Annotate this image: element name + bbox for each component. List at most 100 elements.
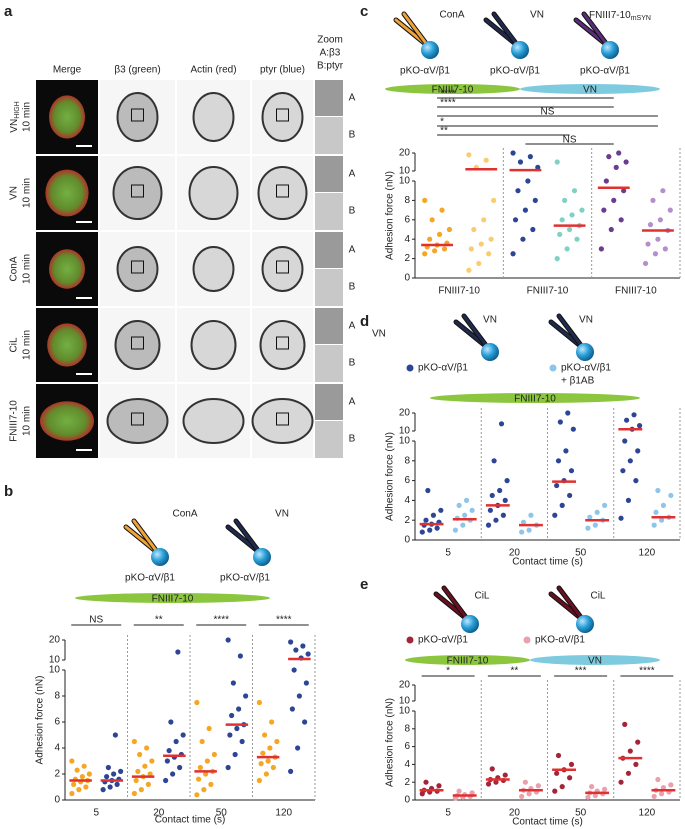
data-point [466,152,472,158]
zoom-b [315,117,343,154]
cell-sphere [576,615,594,633]
cell-label: pKO-αV/β1 [490,66,540,77]
significance-label: NS [541,107,555,118]
cell-sphere [601,41,619,59]
zoom-box [276,108,289,122]
data-point [660,784,667,791]
x-tick-label: FNIII7-10 [615,286,657,297]
data-point [658,791,665,797]
zoom-letter: B [349,130,356,141]
data-point [269,719,275,725]
data-point [305,651,311,657]
icon-label: ConA [172,509,197,520]
x-tick-label: 120 [275,808,292,819]
substrate-label: FNIII7-10 [152,594,194,605]
icon-rod [132,519,160,555]
data-point [469,507,475,513]
zoom-b [315,345,343,382]
row-label: VNHIGH [9,101,22,132]
data-point [570,426,576,432]
data-point [145,781,151,788]
data-point [111,771,117,777]
data-point [239,738,245,745]
data-point [227,732,233,738]
data-point [653,509,659,515]
significance-label: **** [276,615,292,626]
data-point [657,217,663,223]
data-point [574,236,580,242]
data-point [468,246,474,252]
x-tick-label: 120 [639,548,656,559]
panel-letter: e [360,576,368,593]
y-tick-label: 2 [404,515,410,526]
data-point [236,706,242,712]
data-point [149,758,155,764]
x-axis-label: Contact time (s) [155,815,226,826]
panel-letter: a [4,3,13,20]
data-point [441,246,448,252]
data-point [585,794,591,800]
data-point [422,251,428,257]
data-point [197,764,203,771]
cell-label: + β1AB [561,376,595,387]
y-tick-label: 10 [399,696,411,707]
zoom-letter: B [349,206,356,217]
data-point [589,784,595,790]
cell-sphere [253,548,271,566]
cell-image [182,398,245,444]
zoom-box [276,260,289,274]
data-point [519,529,525,535]
data-point [434,525,440,531]
row-time: 10 min [22,330,33,360]
data-point [135,768,141,775]
significance-label: **** [440,89,456,100]
x-axis-label: Contact time (s) [512,817,583,828]
data-point [71,781,77,788]
data-point [147,771,153,777]
cell-image [259,320,306,370]
data-point [243,693,249,699]
data-point [510,150,516,156]
data-point [622,438,628,444]
data-point [137,751,143,758]
data-point [522,207,529,213]
substrate-bar [530,655,660,665]
data-point [168,719,174,725]
cell-image [49,95,85,139]
data-point [173,738,179,745]
row-time: 10 min [22,102,33,132]
y-tick-label: 20 [399,148,411,159]
data-point [208,781,214,788]
data-point [131,790,137,797]
icon-rod [492,12,520,48]
data-point [194,699,200,706]
icon-label-sub: mSYN [631,15,651,22]
y-tick-label: 20 [399,680,411,691]
data-point [622,721,628,727]
icon-rod [442,586,470,622]
data-point [180,732,186,738]
data-point [528,512,534,518]
data-point [504,478,510,484]
data-point [256,699,262,706]
y-tick-label: 10 [399,176,411,187]
data-point [618,217,624,223]
data-point [642,260,649,267]
data-point [263,771,269,777]
data-point [559,784,565,790]
data-point [260,750,266,756]
data-point [481,217,487,223]
data-point [625,497,632,503]
substrate-label: FNIII7-10 [447,656,489,667]
data-point [526,527,532,533]
cell-image [49,249,85,289]
data-point [463,497,470,503]
row-label: VN [9,186,20,200]
data-point [462,512,468,518]
panel-note: VN [372,329,386,340]
cell-image [261,246,304,292]
icon-label: VN [483,315,497,326]
data-point [471,226,477,233]
data-point [225,764,231,771]
data-point [668,492,674,499]
